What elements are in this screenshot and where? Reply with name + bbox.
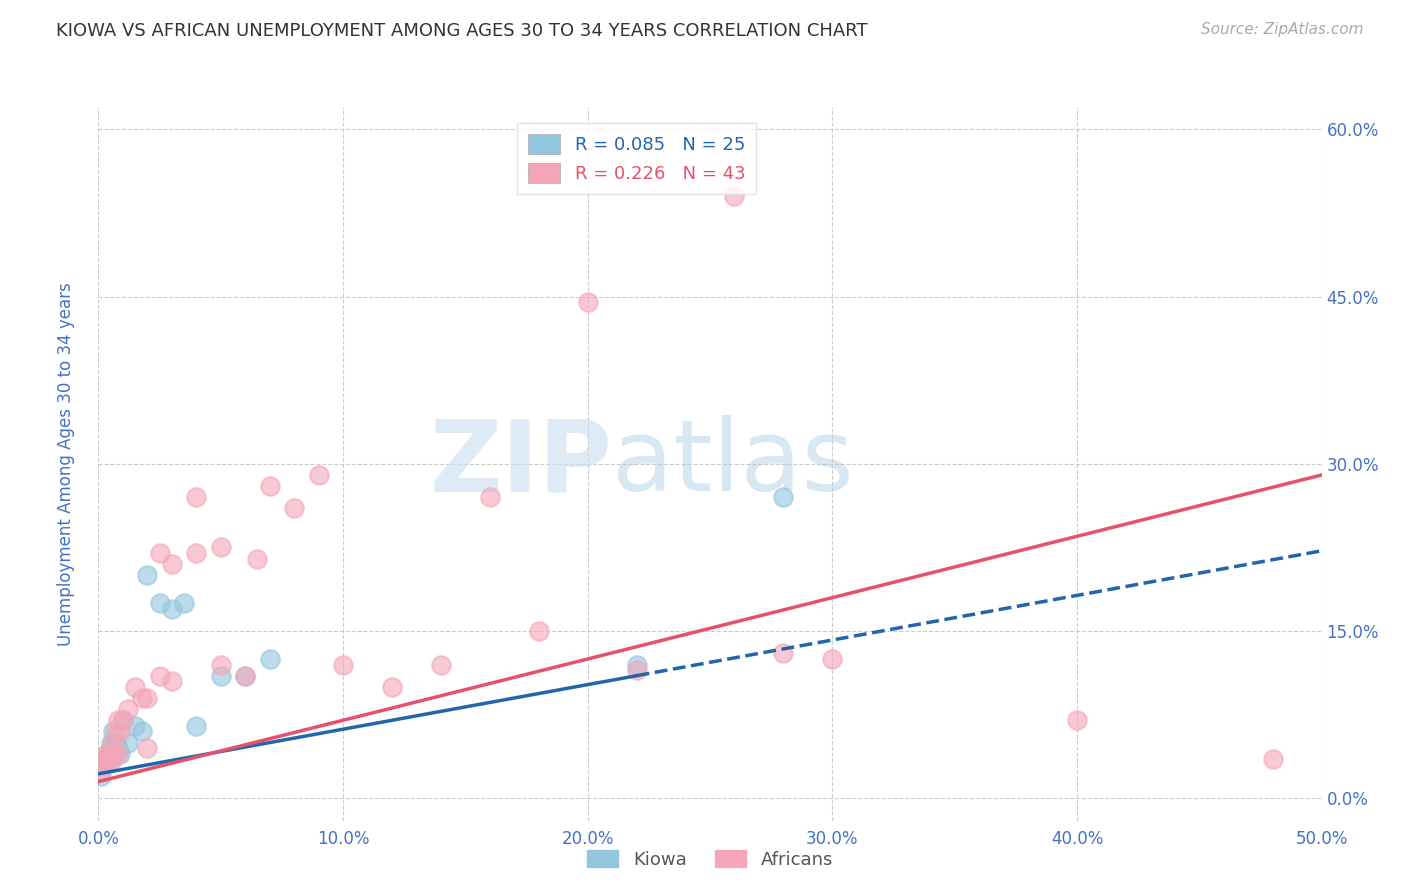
Point <box>1066 714 1088 728</box>
Point <box>308 467 330 482</box>
Point <box>91 758 114 772</box>
Point <box>478 490 501 504</box>
Point <box>576 295 599 310</box>
Point <box>381 680 404 694</box>
Point <box>821 652 844 666</box>
Legend: Kiowa, Africans: Kiowa, Africans <box>579 841 841 876</box>
Point <box>131 690 153 705</box>
Point <box>111 714 134 728</box>
Point <box>1261 752 1284 766</box>
Point <box>186 719 208 733</box>
Point <box>160 601 183 615</box>
Point <box>97 747 120 761</box>
Point <box>100 735 122 749</box>
Point <box>104 724 127 739</box>
Point <box>259 479 281 493</box>
Point <box>772 490 794 504</box>
Text: KIOWA VS AFRICAN UNEMPLOYMENT AMONG AGES 30 TO 34 YEARS CORRELATION CHART: KIOWA VS AFRICAN UNEMPLOYMENT AMONG AGES… <box>56 22 868 40</box>
Point <box>430 657 453 672</box>
Point <box>332 657 354 672</box>
Point <box>100 741 122 756</box>
Point <box>110 747 132 761</box>
Point <box>90 769 112 783</box>
Point <box>173 596 195 610</box>
Point <box>124 719 146 733</box>
Point <box>107 747 129 761</box>
Point <box>259 652 281 666</box>
Text: Source: ZipAtlas.com: Source: ZipAtlas.com <box>1201 22 1364 37</box>
Point <box>101 735 124 749</box>
Point <box>117 702 139 716</box>
Point <box>100 752 122 766</box>
Point <box>723 189 745 203</box>
Point <box>110 724 132 739</box>
Point <box>107 741 129 756</box>
Point <box>626 657 648 672</box>
Point <box>160 557 183 572</box>
Point <box>246 551 269 566</box>
Point <box>149 669 172 683</box>
Point <box>209 669 232 683</box>
Point <box>104 735 127 749</box>
Point <box>107 714 129 728</box>
Point <box>124 680 146 694</box>
Point <box>149 546 172 560</box>
Point <box>626 663 648 677</box>
Point <box>209 657 232 672</box>
Point <box>94 752 117 766</box>
Point <box>149 596 172 610</box>
Point <box>527 624 550 639</box>
Y-axis label: Unemployment Among Ages 30 to 34 years: Unemployment Among Ages 30 to 34 years <box>56 282 75 646</box>
Point <box>90 764 112 778</box>
Text: ZIP: ZIP <box>429 416 612 512</box>
Point <box>160 674 183 689</box>
Point <box>94 747 117 761</box>
Point <box>233 669 256 683</box>
Point <box>186 490 208 504</box>
Point <box>186 546 208 560</box>
Point <box>111 714 134 728</box>
Text: atlas: atlas <box>612 416 853 512</box>
Point <box>91 758 114 772</box>
Point <box>131 724 153 739</box>
Point <box>772 646 794 660</box>
Point <box>100 747 122 761</box>
Point <box>283 501 305 516</box>
Point <box>101 747 124 761</box>
Point <box>117 735 139 749</box>
Point <box>97 752 120 766</box>
Point <box>136 568 159 582</box>
Point <box>136 690 159 705</box>
Point <box>101 752 124 766</box>
Point <box>209 541 232 555</box>
Point <box>101 724 124 739</box>
Point <box>233 669 256 683</box>
Point <box>136 741 159 756</box>
